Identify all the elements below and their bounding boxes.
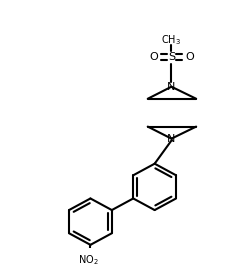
Text: O: O (185, 52, 194, 62)
Text: N: N (167, 134, 176, 144)
Text: NO$_2$: NO$_2$ (78, 253, 99, 266)
Text: S: S (168, 52, 175, 62)
Text: O: O (149, 52, 158, 62)
Text: CH$_3$: CH$_3$ (161, 34, 182, 47)
Text: N: N (167, 82, 176, 92)
